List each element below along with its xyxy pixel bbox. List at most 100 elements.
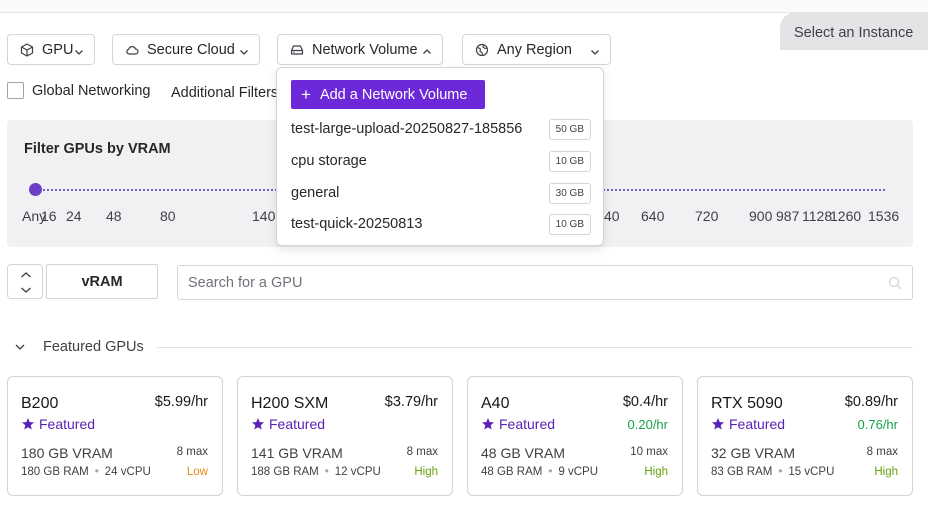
gpu-vcpu: 12 vCPU bbox=[334, 466, 381, 478]
network-volume-option[interactable]: general 30 GB bbox=[291, 181, 591, 205]
network-volume-option[interactable]: test-quick-20250813 10 GB bbox=[291, 212, 591, 236]
vram-tick: 24 bbox=[66, 208, 82, 224]
separator-dot: • bbox=[548, 466, 553, 478]
gpu-vram: 32 GB VRAM bbox=[711, 445, 796, 461]
separator-dot: • bbox=[94, 466, 99, 478]
gpu-card-rtx-5090[interactable]: RTX 5090 $0.89/hr 0.76/hr Featured 32 GB… bbox=[697, 376, 913, 496]
gpu-availability: High bbox=[644, 466, 668, 478]
gpu-name: H200 SXM bbox=[251, 395, 329, 412]
gpu-vram: 180 GB VRAM bbox=[21, 445, 113, 461]
sort-field-button[interactable]: vRAM bbox=[46, 264, 158, 299]
add-network-volume-label: Add a Network Volume bbox=[319, 86, 468, 103]
volume-name: general bbox=[291, 185, 340, 201]
gpu-filter-button[interactable]: GPU bbox=[7, 34, 95, 65]
gpu-specs: 180 GB RAM • 24 vCPU bbox=[21, 466, 151, 478]
gpu-vcpu: 15 vCPU bbox=[788, 466, 835, 478]
add-network-volume-button[interactable]: + Add a Network Volume bbox=[291, 80, 485, 109]
vram-tick: 1260 bbox=[830, 208, 862, 224]
volume-name: test-quick-20250813 bbox=[291, 216, 423, 232]
hard-drive-icon bbox=[290, 43, 304, 57]
volume-size-badge: 10 GB bbox=[548, 213, 591, 235]
gpu-price: $0.4/hr bbox=[622, 394, 668, 410]
featured-badge: Featured bbox=[711, 416, 785, 432]
gpu-card-b200[interactable]: B200 $5.99/hr Featured 180 GB VRAM 8 max… bbox=[7, 376, 223, 496]
divider bbox=[157, 347, 913, 348]
network-volume-option[interactable]: cpu storage 10 GB bbox=[291, 149, 591, 173]
chevron-down-icon bbox=[239, 45, 249, 55]
star-icon bbox=[252, 418, 264, 430]
gpu-spot-price: 0.20/hr bbox=[627, 417, 668, 432]
gpu-max-count: 10 max bbox=[630, 446, 668, 458]
region-filter-label: Any Region bbox=[497, 41, 572, 58]
chevron-down-icon bbox=[590, 45, 600, 55]
vram-tick: 40 bbox=[604, 208, 620, 224]
vram-slider-handle[interactable] bbox=[29, 183, 42, 196]
gpu-search-box[interactable] bbox=[177, 265, 913, 300]
gpu-name: A40 bbox=[481, 395, 510, 412]
plus-icon: + bbox=[301, 85, 311, 104]
separator-dot: • bbox=[778, 466, 783, 478]
gpu-card-a40[interactable]: A40 $0.4/hr 0.20/hr Featured 48 GB VRAM … bbox=[467, 376, 683, 496]
cloud-filter-button[interactable]: Secure Cloud bbox=[112, 34, 260, 65]
gpu-ram: 48 GB RAM bbox=[481, 466, 543, 478]
featured-badge: Featured bbox=[251, 416, 325, 432]
region-filter-button[interactable]: Any Region bbox=[462, 34, 611, 65]
gpu-max-count: 8 max bbox=[176, 446, 208, 458]
featured-badge: Featured bbox=[481, 416, 555, 432]
vram-tick: 16 bbox=[41, 208, 57, 224]
global-networking-label: Global Networking bbox=[32, 82, 151, 99]
chevron-up-icon bbox=[422, 45, 432, 55]
vram-tick: 140 bbox=[252, 208, 276, 224]
gpu-search-input[interactable] bbox=[178, 266, 858, 299]
gpu-availability: High bbox=[874, 466, 898, 478]
vram-tick: 640 bbox=[641, 208, 665, 224]
vram-tick: Any bbox=[22, 208, 47, 224]
top-bar bbox=[0, 0, 928, 13]
gpu-vram: 48 GB VRAM bbox=[481, 445, 566, 461]
vram-tick: 80 bbox=[160, 208, 176, 224]
featured-badge-label: Featured bbox=[499, 416, 556, 432]
featured-badge-label: Featured bbox=[39, 416, 96, 432]
gpu-name: B200 bbox=[21, 395, 59, 412]
gpu-ram: 180 GB RAM bbox=[21, 466, 89, 478]
gpu-vram: 141 GB VRAM bbox=[251, 445, 343, 461]
featured-badge: Featured bbox=[21, 416, 95, 432]
vram-tick: 48 bbox=[106, 208, 122, 224]
gpu-ram: 83 GB RAM bbox=[711, 466, 773, 478]
search-icon bbox=[888, 276, 902, 290]
network-volume-filter-label: Network Volume bbox=[312, 41, 418, 58]
sort-direction-button[interactable] bbox=[7, 264, 43, 299]
volume-size-badge: 30 GB bbox=[548, 182, 591, 204]
gpu-price: $0.89/hr bbox=[844, 394, 898, 410]
vram-tick: 1536 bbox=[868, 208, 900, 224]
cloud-filter-label: Secure Cloud bbox=[147, 41, 235, 58]
star-icon bbox=[712, 418, 724, 430]
cube-icon bbox=[20, 42, 34, 57]
featured-gpus-toggle[interactable]: Featured GPUs bbox=[14, 339, 144, 355]
featured-badge-label: Featured bbox=[269, 416, 326, 432]
select-instance-tab[interactable]: Select an Instance bbox=[780, 12, 928, 50]
global-networking-checkbox[interactable] bbox=[7, 82, 24, 99]
gpu-ram: 188 GB RAM bbox=[251, 466, 319, 478]
star-icon bbox=[22, 418, 34, 430]
network-volume-dropdown: + Add a Network Volume test-large-upload… bbox=[276, 67, 604, 246]
featured-badge-label: Featured bbox=[729, 416, 786, 432]
featured-gpus-title: Featured GPUs bbox=[43, 339, 144, 355]
gpu-price: $3.79/hr bbox=[384, 394, 438, 410]
vram-tick: 987 bbox=[776, 208, 800, 224]
gpu-max-count: 8 max bbox=[866, 446, 898, 458]
gpu-vcpu: 9 vCPU bbox=[558, 466, 599, 478]
chevron-down-icon bbox=[74, 45, 84, 55]
gpu-filter-label: GPU bbox=[42, 41, 74, 58]
chevron-down-icon bbox=[14, 341, 26, 353]
network-volume-option[interactable]: test-large-upload-20250827-185856 50 GB bbox=[291, 117, 591, 141]
gpu-name: RTX 5090 bbox=[711, 395, 783, 412]
vram-filter-title: Filter GPUs by VRAM bbox=[24, 141, 171, 157]
gpu-card-h200-sxm[interactable]: H200 SXM $3.79/hr Featured 141 GB VRAM 8… bbox=[237, 376, 453, 496]
network-volume-filter-button[interactable]: Network Volume bbox=[277, 34, 443, 65]
gpu-specs: 48 GB RAM • 9 vCPU bbox=[481, 466, 598, 478]
additional-filters-button[interactable]: Additional Filters bbox=[171, 85, 279, 101]
vram-tick: 900 bbox=[749, 208, 773, 224]
gpu-availability: High bbox=[414, 466, 438, 478]
global-networking-option[interactable]: Global Networking bbox=[7, 82, 150, 99]
